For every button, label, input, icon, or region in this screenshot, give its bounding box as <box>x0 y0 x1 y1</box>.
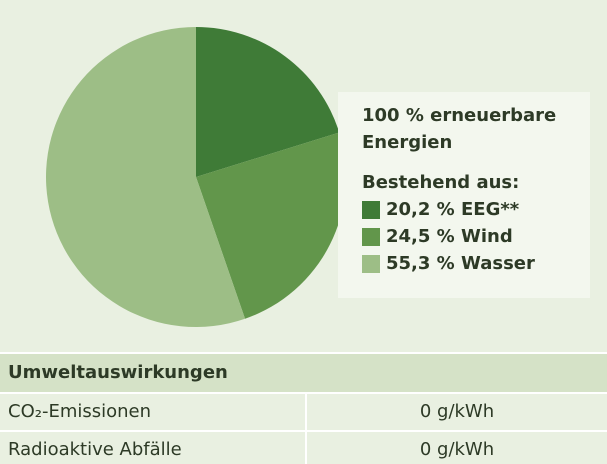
legend-entry: 24,5 % Wind <box>362 223 590 250</box>
legend-swatch <box>362 254 380 273</box>
legend: 100 % erneuerbare Energien Bestehend aus… <box>338 92 590 298</box>
legend-value: 24,5 % <box>386 226 455 247</box>
table-cell: 0 g/kWh <box>419 439 495 460</box>
table-cell: CO₂-Emissionen <box>0 394 307 430</box>
table-cell: 0 g/kWh <box>419 401 495 422</box>
table-title: Umweltauswirkungen <box>0 352 607 392</box>
table-row: Radioaktive Abfälle 0 g/kWh <box>0 430 607 464</box>
table-body: CO₂-Emissionen 0 g/kWh Radioaktive Abfälle… <box>0 392 607 464</box>
legend-label: EEG** <box>461 199 520 220</box>
pie-slice <box>46 27 246 327</box>
legend-swatch <box>362 227 380 246</box>
pie-slice <box>196 27 340 177</box>
pie-slice <box>196 132 346 319</box>
legend-entries: 20,2 % EEG** 24,5 % Wind 55,3 % Wasser <box>362 196 590 277</box>
chart-subtitle: Bestehend aus: <box>362 172 520 193</box>
table-cell: Radioaktive Abfälle <box>0 432 307 464</box>
legend-label: Wasser <box>461 253 535 274</box>
legend-swatch <box>362 200 380 219</box>
legend-label: Wind <box>461 226 513 247</box>
chart-title: 100 % erneuerbare Energien <box>362 105 557 153</box>
legend-entry: 55,3 % Wasser <box>362 250 590 277</box>
legend-value: 20,2 % <box>386 199 455 220</box>
legend-value: 55,3 % <box>386 253 455 274</box>
table-row: CO₂-Emissionen 0 g/kWh <box>0 392 607 430</box>
table: Umweltauswirkungen CO₂-Emissionen 0 g/kWh… <box>0 352 607 464</box>
pie-chart <box>46 27 346 327</box>
legend-entry: 20,2 % EEG** <box>362 196 590 223</box>
